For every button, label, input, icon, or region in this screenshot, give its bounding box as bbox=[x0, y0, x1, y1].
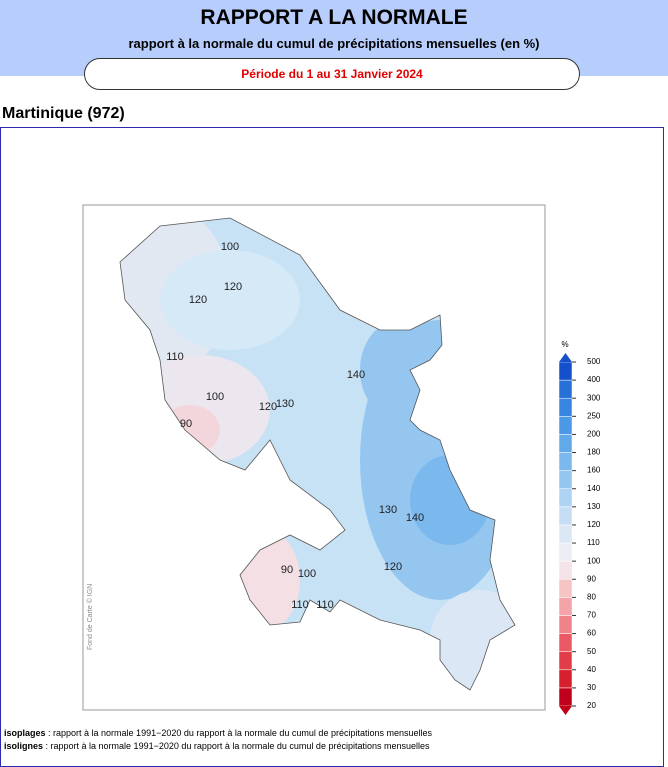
legend-swatch bbox=[558, 488, 573, 508]
legend-swatch bbox=[558, 651, 573, 671]
legend-tick-label: 200 bbox=[587, 430, 601, 439]
legend-tick-label: 250 bbox=[587, 411, 601, 420]
footer-note: isoplages : rapport à la normale 1991−20… bbox=[4, 728, 432, 738]
contour-label: 100 bbox=[221, 241, 239, 253]
legend-tick-label: 80 bbox=[587, 592, 596, 601]
footer-note: isolignes : rapport à la normale 1991−20… bbox=[4, 741, 430, 751]
legend-tick-label: 100 bbox=[587, 556, 601, 565]
legend-swatch bbox=[558, 542, 573, 562]
legend-tick-label: 30 bbox=[587, 683, 596, 692]
contour-label: 130 bbox=[379, 504, 397, 516]
contour-label: 100 bbox=[206, 391, 224, 403]
legend-tick-label: 40 bbox=[587, 665, 596, 674]
legend-tick-label: 140 bbox=[587, 484, 601, 493]
contour-label: 130 bbox=[276, 398, 294, 410]
legend-swatch bbox=[558, 560, 573, 580]
legend-tick-label: 60 bbox=[587, 629, 596, 638]
legend-unit: % bbox=[561, 340, 568, 349]
legend-tick-label: 70 bbox=[587, 611, 596, 620]
note-label: isolignes bbox=[4, 741, 44, 751]
legend-swatch bbox=[558, 669, 573, 689]
legend-tick-label: 130 bbox=[587, 502, 601, 511]
contour-label: 90 bbox=[281, 564, 293, 576]
legend-tick-label: 50 bbox=[587, 647, 596, 656]
legend-swatch bbox=[558, 633, 573, 652]
legend-arrow bbox=[559, 353, 572, 362]
contour-label: 90 bbox=[180, 418, 192, 430]
legend-swatch bbox=[558, 434, 573, 453]
region-title: Martinique (972) bbox=[2, 105, 125, 122]
legend-tick-label: 400 bbox=[587, 375, 601, 384]
legend-swatch bbox=[558, 597, 573, 616]
legend-tick-label: 160 bbox=[587, 466, 601, 475]
legend-tick-label: 110 bbox=[587, 538, 600, 547]
legend-swatch bbox=[558, 452, 573, 471]
legend-swatch bbox=[558, 579, 573, 598]
legend-swatch bbox=[558, 470, 573, 489]
contour-label: 120 bbox=[189, 294, 207, 306]
legend-swatch bbox=[558, 615, 573, 634]
legend-swatch bbox=[558, 524, 573, 544]
contour-label: 120 bbox=[259, 401, 277, 413]
subtitle: rapport à la normale du cumul de précipi… bbox=[128, 36, 540, 51]
contour-label: 110 bbox=[316, 599, 334, 611]
note-label: isoplages bbox=[4, 728, 46, 738]
contour-label: 110 bbox=[166, 351, 184, 363]
legend-tick-label: 500 bbox=[587, 357, 601, 366]
legend-swatch bbox=[558, 397, 573, 417]
contour-label: 100 bbox=[298, 568, 316, 580]
legend-swatch bbox=[558, 506, 573, 526]
period: Période du 1 au 31 Janvier 2024 bbox=[84, 58, 580, 90]
map-frame: Fond de Carte © IGN % 100 120 120 110 100 90 1… bbox=[0, 127, 664, 767]
legend-swatch bbox=[558, 416, 573, 435]
legend-tick-label: 90 bbox=[587, 574, 596, 583]
legend-tick-label: 20 bbox=[587, 701, 596, 710]
legend-tick-label: 300 bbox=[587, 393, 601, 402]
contour-label: 140 bbox=[347, 369, 365, 381]
legend-swatch bbox=[558, 687, 573, 707]
legend-swatch bbox=[558, 361, 573, 381]
contour-label: 110 bbox=[291, 599, 309, 611]
note-text: : rapport à la normale 1991−2020 du rapp… bbox=[45, 728, 432, 738]
note-text: : rapport à la normale 1991−2020 du rapp… bbox=[43, 741, 430, 751]
title: RAPPORT A LA NORMALE bbox=[200, 6, 468, 29]
legend-tick-label: 180 bbox=[587, 448, 601, 457]
legend-tick-label: 120 bbox=[587, 520, 601, 529]
legend-swatch bbox=[558, 379, 573, 399]
map-credit: Fond de Carte © IGN bbox=[86, 584, 94, 650]
contour-label: 120 bbox=[384, 561, 402, 573]
contour-label: 120 bbox=[224, 281, 242, 293]
legend-arrow bbox=[559, 706, 572, 715]
contour-label: 140 bbox=[406, 512, 424, 524]
